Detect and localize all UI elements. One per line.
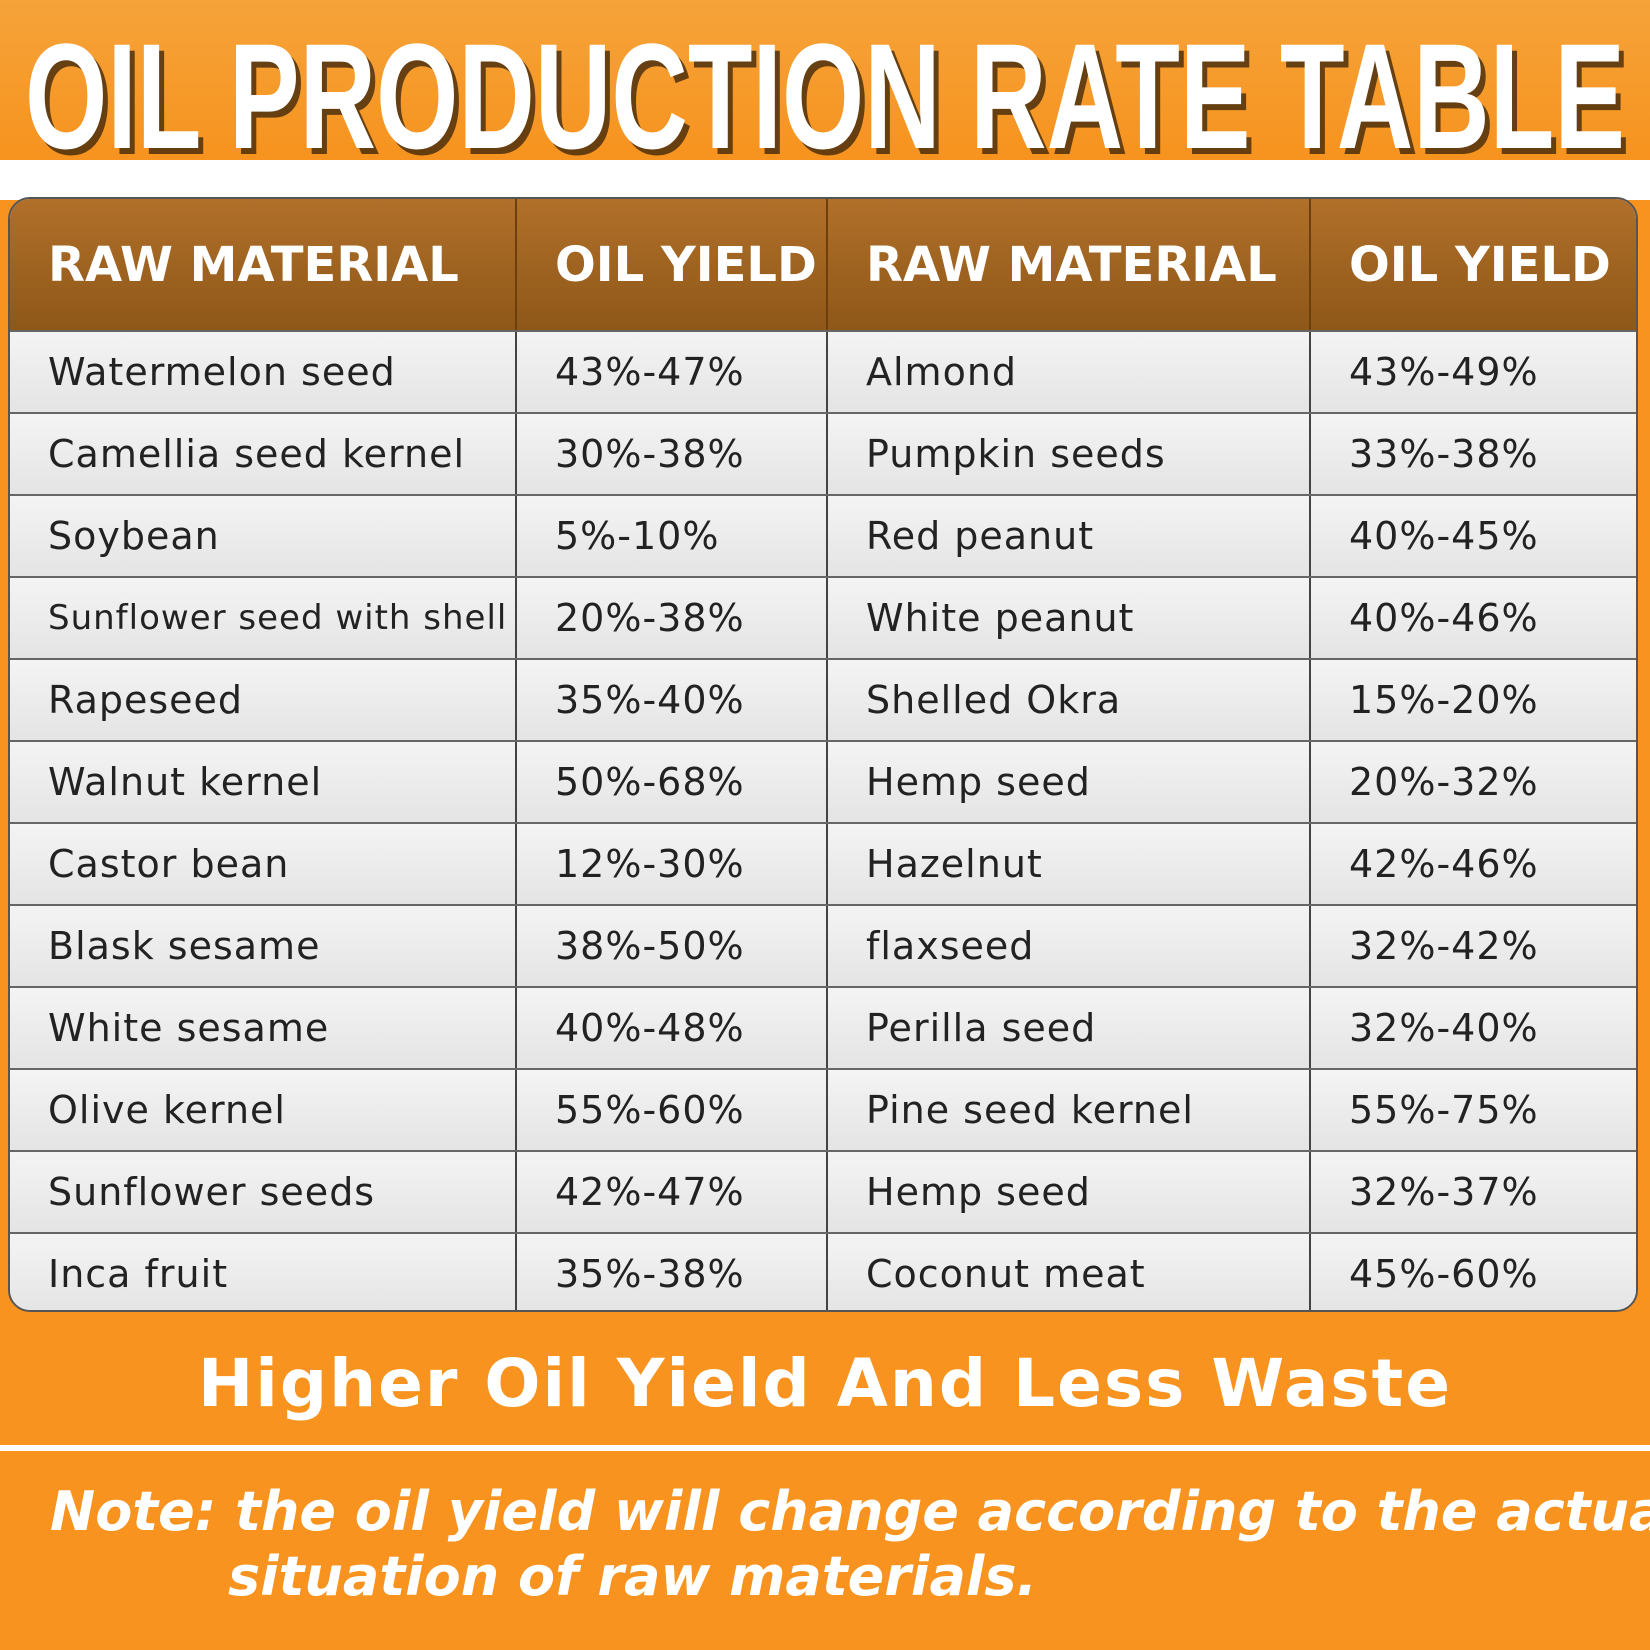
yield-cell: 30%-38% [517,414,828,494]
material-cell: Pine seed kernel [828,1070,1311,1150]
table-row: Soybean 5%-10% Red peanut 40%-45% [10,494,1636,576]
yield-cell: 55%-75% [1349,1088,1539,1132]
divider [0,1445,1650,1451]
yield-cell: 32%-37% [1349,1170,1539,1214]
material-cell: Rapeseed [10,660,517,740]
yield-cell: 38%-50% [517,906,828,986]
yield-cell: 33%-38% [1349,432,1539,476]
table-row: Camellia seed kernel 30%-38% Pumpkin seeds… [10,412,1636,494]
material-cell: Soybean [10,496,517,576]
yield-cell: 35%-38% [517,1234,828,1310]
yield-cell: 43%-47% [517,332,828,412]
yield-cell: 43%-49% [1349,350,1539,394]
header-band [0,0,1650,200]
table-row: Blask sesame 38%-50% flaxseed 32%-42% [10,904,1636,986]
yield-table: RAW MATERIAL OIL YIELD RAW MATERIAL OIL YIE… [8,197,1638,1312]
material-cell: Camellia seed kernel [10,414,517,494]
header-cell: OIL YIELD [517,199,828,330]
material-cell: Coconut meat [828,1234,1311,1310]
table-row: Rapeseed 35%-40% Shelled Okra 15%-20% [10,658,1636,740]
yield-cell: 35%-40% [517,660,828,740]
material-cell: White sesame [10,988,517,1068]
yield-cell: 40%-45% [1349,514,1539,558]
yield-cell: 5%-10% [517,496,828,576]
header-cell: OIL YIELD [1349,236,1611,293]
header-row: RAW MATERIAL OIL YIELD RAW MATERIAL OIL YIE… [10,199,1636,330]
table-row: Watermelon seed 43%-47% Almond 43%-49% [10,330,1636,412]
yield-cell: 40%-48% [517,988,828,1068]
table-row: Sunflower seeds 42%-47% Hemp seed 32%-37% [10,1150,1636,1232]
material-cell: White peanut [828,578,1311,658]
yield-cell: 20%-38% [517,578,828,658]
material-cell: Watermelon seed [10,332,517,412]
slogan: Higher Oil Yield And Less Waste [198,1345,1452,1422]
material-cell: Blask sesame [10,906,517,986]
material-cell: Hazelnut [828,824,1311,904]
yield-cell: 55%-60% [517,1070,828,1150]
title: OIL PRODUCTION RATE TABLE [25,12,1625,180]
material-cell: Sunflower seed with shell [10,578,517,658]
title-shadow: OIL PRODUCTION RATE TABLE [30,18,1630,186]
material-cell: Almond [828,332,1311,412]
yield-cell: 32%-42% [1349,924,1539,968]
header-cell: RAW MATERIAL [10,199,517,330]
yield-cell: 42%-47% [517,1152,828,1232]
table-row: White sesame 40%-48% Perilla seed 32%-40% [10,986,1636,1068]
yield-cell: 45%-60% [1349,1252,1539,1296]
material-cell: Shelled Okra [828,660,1311,740]
yield-cell: 40%-46% [1349,596,1539,640]
yield-cell: 20%-32% [1349,760,1539,804]
yield-cell: 32%-40% [1349,1006,1539,1050]
material-cell: Red peanut [828,496,1311,576]
yield-cell: 50%-68% [517,742,828,822]
material-cell: Sunflower seeds [10,1152,517,1232]
material-cell: Pumpkin seeds [828,414,1311,494]
material-cell: Walnut kernel [10,742,517,822]
table-row: Inca fruit 35%-38% Coconut meat 45%-60% [10,1232,1636,1310]
yield-cell: 15%-20% [1349,678,1539,722]
material-cell: Hemp seed [828,1152,1311,1232]
yield-cell: 42%-46% [1349,842,1539,886]
yield-cell: 12%-30% [517,824,828,904]
header-cell: RAW MATERIAL [828,199,1311,330]
material-cell: flaxseed [828,906,1311,986]
material-cell: Olive kernel [10,1070,517,1150]
material-cell: Inca fruit [10,1234,517,1310]
note-line: Note: the oil yield will change accordin… [50,1480,1650,1543]
table-row: Walnut kernel 50%-68% Hemp seed 20%-32% [10,740,1636,822]
table-row: Castor bean 12%-30% Hazelnut 42%-46% [10,822,1636,904]
table-row: Olive kernel 55%-60% Pine seed kernel 55%-7… [10,1068,1636,1150]
note-line: situation of raw materials. [228,1545,1038,1608]
material-cell: Perilla seed [828,988,1311,1068]
title-area: OIL PRODUCTION RATE TABLE OIL PRODUCTION… [25,12,1630,186]
table-row: Sunflower seed with shell 20%-38% White pe… [10,576,1636,658]
material-cell: Hemp seed [828,742,1311,822]
material-cell: Castor bean [10,824,517,904]
